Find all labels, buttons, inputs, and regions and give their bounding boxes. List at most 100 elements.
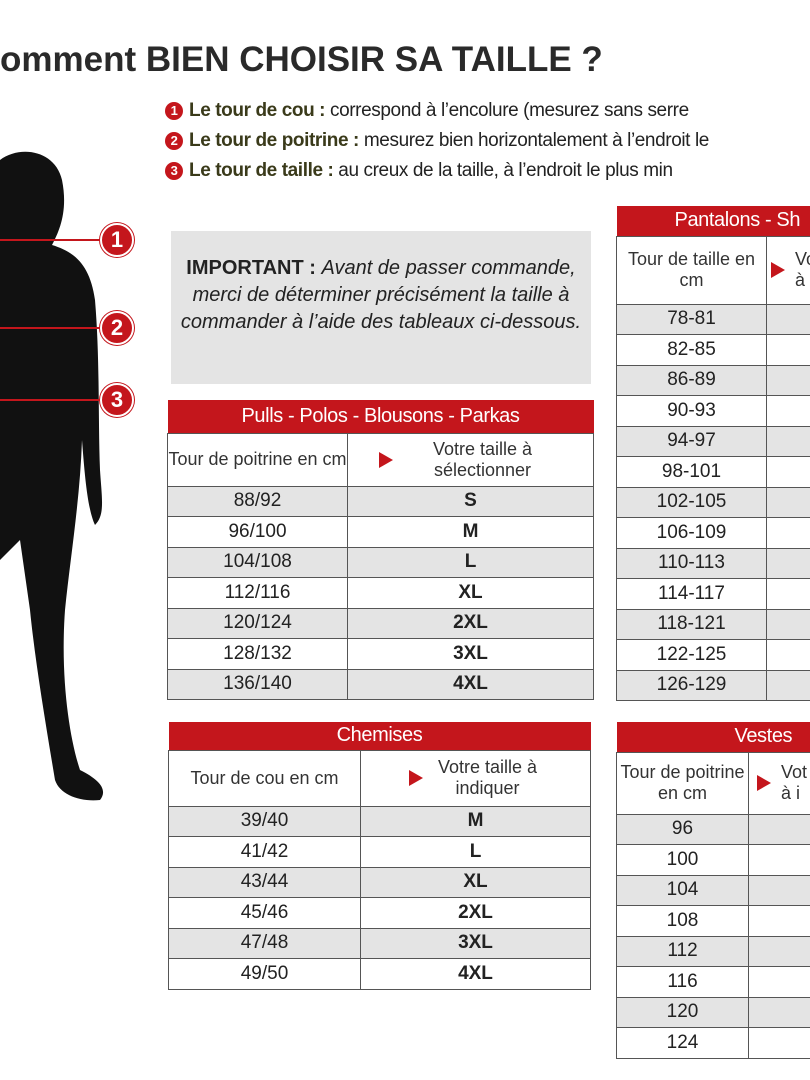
measure-cell: 118-121 <box>616 608 767 640</box>
measure-cell: 124 <box>616 1027 749 1059</box>
measure-cell: 120 <box>616 996 749 1028</box>
legend-waist: 3 Le tour de taille : au creux de la tail… <box>165 160 810 182</box>
table-row: 122-125 <box>616 639 810 671</box>
number-2-icon: 2 <box>165 132 183 150</box>
measure-cell: 122-125 <box>616 639 767 671</box>
size-cell <box>748 844 810 876</box>
measure-cell: 120/124 <box>167 607 348 639</box>
table-row: 104 <box>616 874 810 906</box>
measure-cell: 114-117 <box>616 578 767 610</box>
size-cell: 3XL <box>360 927 591 959</box>
col-header: Vo à <box>766 235 810 305</box>
size-cell: 2XL <box>360 897 591 929</box>
col-header: Tour de taille en cm <box>616 235 767 305</box>
size-cell: 4XL <box>347 668 594 700</box>
size-cell <box>766 364 810 396</box>
measure-cell: 96/100 <box>167 516 348 548</box>
size-cell: XL <box>347 577 594 609</box>
table-row: 112/116 XL <box>167 577 594 609</box>
measure-cell: 49/50 <box>168 958 361 990</box>
measure-cell: 110-113 <box>616 547 767 579</box>
legend-term: Le tour de cou : <box>189 100 326 121</box>
size-cell: M <box>347 516 594 548</box>
page-title: omment BIEN CHOISIR SA TAILLE ? <box>0 40 603 79</box>
legend-text: au creux de la taille, à l’endroit le pl… <box>333 160 673 181</box>
size-cell: L <box>347 546 594 578</box>
size-cell <box>766 669 810 701</box>
important-text: Avant de passer commande, merci de déter… <box>180 257 582 333</box>
marker-3: 3 <box>100 383 134 417</box>
measure-cell: 39/40 <box>168 805 361 837</box>
neck-line <box>0 239 100 241</box>
col-header: Vot à i <box>748 751 810 815</box>
size-cell <box>766 639 810 671</box>
size-cell <box>766 334 810 366</box>
size-cell <box>748 966 810 998</box>
table-row: 39/40 M <box>168 805 591 837</box>
size-cell: M <box>360 805 591 837</box>
table-title: Vestes <box>616 722 810 752</box>
measure-cell: 112/116 <box>167 577 348 609</box>
legend-term: Le tour de taille : <box>189 160 334 181</box>
table-row: 120 <box>616 996 810 1028</box>
table-row: 114-117 <box>616 578 810 610</box>
table-row: 136/140 4XL <box>167 668 594 700</box>
table-row: 120/124 2XL <box>167 607 594 639</box>
size-cell <box>766 456 810 488</box>
table-row: 78-81 <box>616 303 810 335</box>
table-vestes: Vestes Tour de poitrine en cm Vot à i 96 1… <box>616 722 810 1059</box>
measure-cell: 112 <box>616 935 749 967</box>
size-cell: S <box>347 485 594 517</box>
measure-cell: 102-105 <box>616 486 767 518</box>
measure-cell: 45/46 <box>168 897 361 929</box>
number-1-icon: 1 <box>165 102 183 120</box>
measure-cell: 116 <box>616 966 749 998</box>
size-cell: XL <box>360 866 591 898</box>
table-row: 98-101 <box>616 456 810 488</box>
important-label: IMPORTANT : <box>186 257 316 279</box>
size-cell <box>748 813 810 845</box>
table-row: 116 <box>616 966 810 998</box>
table-row: 47/48 3XL <box>168 927 591 959</box>
marker-2: 2 <box>100 311 134 345</box>
table-pulls: Pulls - Polos - Blousons - Parkas Tour d… <box>167 400 594 700</box>
marker-1: 1 <box>100 223 134 257</box>
table-row: 110-113 <box>616 547 810 579</box>
measure-cell: 43/44 <box>168 866 361 898</box>
arrow-right-icon <box>408 770 423 786</box>
size-cell <box>766 303 810 335</box>
measure-cell: 98-101 <box>616 456 767 488</box>
measure-cell: 78-81 <box>616 303 767 335</box>
size-cell <box>766 547 810 579</box>
table-row: 45/46 2XL <box>168 897 591 929</box>
table-row: 126-129 <box>616 669 810 701</box>
table-row: 86-89 <box>616 364 810 396</box>
table-row: 128/132 3XL <box>167 638 594 670</box>
table-row: 118-121 <box>616 608 810 640</box>
measure-cell: 104/108 <box>167 546 348 578</box>
table-row: 41/42 L <box>168 836 591 868</box>
measure-cell: 90-93 <box>616 395 767 427</box>
size-cell <box>766 578 810 610</box>
table-row: 108 <box>616 905 810 937</box>
size-cell <box>766 425 810 457</box>
measure-cell: 86-89 <box>616 364 767 396</box>
waist-line <box>0 399 100 401</box>
size-cell: 3XL <box>347 638 594 670</box>
col-header: Tour de poitrine en cm <box>167 432 348 487</box>
legend-chest: 2 Le tour de poitrine : mesurez bien hori… <box>165 130 810 152</box>
table-title: Chemises <box>168 722 591 750</box>
arrow-right-icon <box>378 451 393 468</box>
chest-line <box>0 327 100 329</box>
size-cell <box>748 996 810 1028</box>
measure-cell: 100 <box>616 844 749 876</box>
arrow-right-icon <box>757 775 771 791</box>
legend-text: correspond à l’encolure (mesurez sans se… <box>325 100 689 121</box>
table-row: 88/92 S <box>167 485 594 517</box>
vestes-wrap: Vestes Tour de poitrine en cm Vot à i 96 1… <box>616 722 810 1060</box>
measure-cell: 96 <box>616 813 749 845</box>
size-cell: 4XL <box>360 958 591 990</box>
measure-cell: 126-129 <box>616 669 767 701</box>
